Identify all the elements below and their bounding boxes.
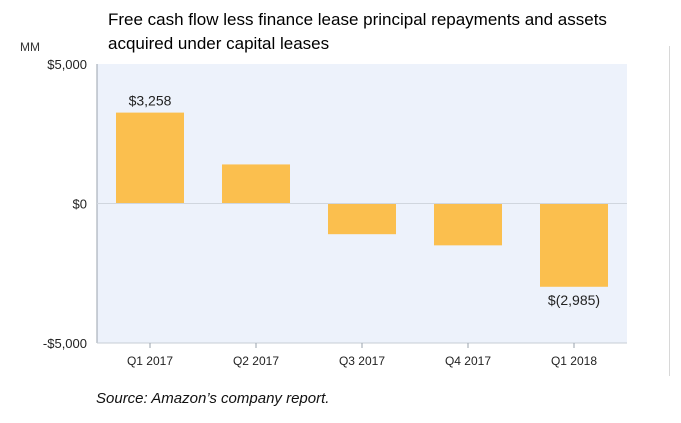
y-tick-label: -$5,000	[43, 336, 87, 351]
source-note: Source: Amazon’s company report.	[96, 390, 330, 407]
unit-label: MM	[20, 40, 40, 54]
x-tick-label: Q3 2017	[339, 354, 385, 368]
x-axis: Q1 2017 Q2 2017 Q3 2017 Q4 2017 Q1 2018	[97, 342, 627, 368]
x-tick-label: Q1 2018	[551, 354, 597, 368]
x-tick-label: Q1 2017	[127, 354, 173, 368]
x-tick-label: Q2 2017	[233, 354, 279, 368]
chart-title: Free cash flow less finance lease princi…	[108, 10, 607, 53]
bar	[328, 203, 396, 235]
bar	[222, 164, 290, 204]
bar	[540, 203, 608, 287]
y-axis: $5,000 $0 -$5,000	[43, 57, 98, 351]
bars	[97, 112, 627, 287]
bar-chart: $5,000 $0 -$5,000 Q1 2017 Q2 2017 Q3 2017 Q4 …	[43, 57, 627, 368]
y-tick-label: $5,000	[47, 57, 87, 72]
bar	[434, 203, 502, 246]
x-tick-label: Q4 2017	[445, 354, 491, 368]
bar	[116, 112, 184, 204]
data-labels: $3,258 $(2,985)	[129, 93, 600, 308]
divider	[669, 46, 670, 376]
data-label: $3,258	[129, 93, 172, 109]
y-tick-label: $0	[73, 197, 87, 212]
data-label: $(2,985)	[548, 292, 600, 308]
